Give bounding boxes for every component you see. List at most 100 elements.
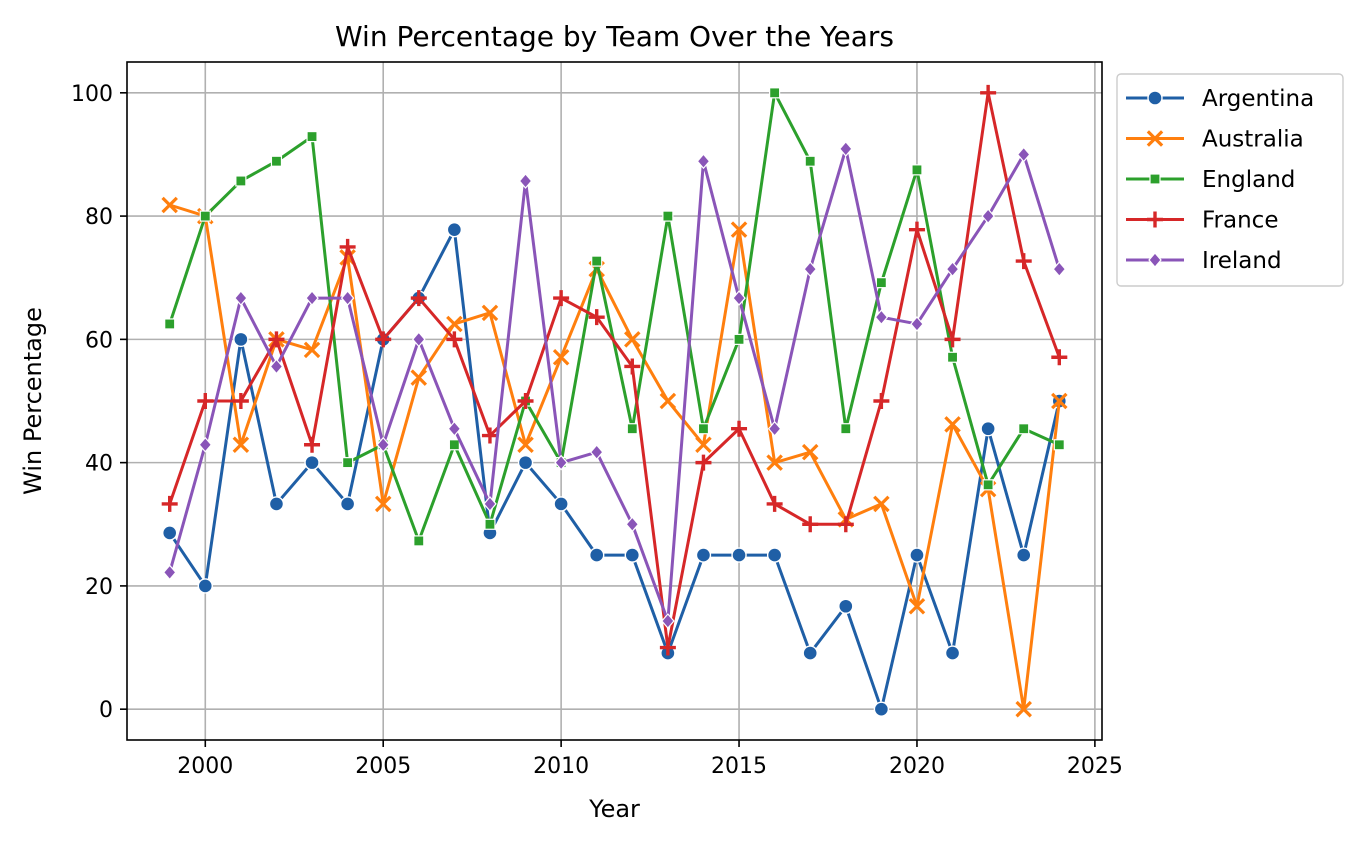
data-point-england xyxy=(591,255,603,267)
data-point-england xyxy=(662,210,674,222)
data-point-france xyxy=(908,221,925,238)
data-point-ireland xyxy=(589,444,604,461)
data-point-france xyxy=(339,238,356,255)
data-point-ireland xyxy=(411,331,426,348)
data-point-france xyxy=(659,639,676,656)
data-point-france xyxy=(802,516,819,533)
y-tick-label: 100 xyxy=(71,82,113,107)
data-point-england xyxy=(946,351,959,363)
x-tick-label: 2010 xyxy=(533,754,589,779)
x-tick-label: 2020 xyxy=(889,754,945,779)
data-point-france xyxy=(446,331,463,348)
data-point-france xyxy=(232,393,249,409)
data-point-england xyxy=(270,155,283,167)
series-line-argentina xyxy=(168,228,1061,711)
data-point-argentina xyxy=(233,331,249,348)
data-point-argentina xyxy=(197,578,213,594)
legend-label: England xyxy=(1202,167,1295,193)
data-point-england xyxy=(804,155,816,167)
plot-area-frame xyxy=(126,61,1103,741)
data-point-ireland xyxy=(340,290,355,306)
data-point-argentina xyxy=(553,496,569,512)
series-line-england xyxy=(168,91,1061,543)
data-point-argentina xyxy=(980,421,996,437)
legend-marker xyxy=(1149,173,1161,185)
x-tick-label: 2000 xyxy=(177,754,233,779)
data-point-argentina xyxy=(162,525,178,541)
legend-marker xyxy=(1148,252,1162,268)
legend-label: Ireland xyxy=(1202,248,1282,274)
series-ireland xyxy=(162,140,1067,629)
data-point-australia xyxy=(481,304,499,322)
data-point-australia xyxy=(232,436,250,454)
data-point-france xyxy=(731,420,748,437)
data-point-ireland xyxy=(269,358,284,375)
data-point-ireland xyxy=(839,140,853,157)
data-point-france xyxy=(1015,253,1032,270)
data-point-argentina xyxy=(873,701,890,717)
data-point-argentina xyxy=(589,547,605,563)
data-point-france xyxy=(410,290,427,307)
data-point-australia xyxy=(908,597,926,615)
data-point-france xyxy=(517,393,534,409)
data-point-australia xyxy=(659,392,677,410)
data-point-australia xyxy=(374,495,392,513)
data-point-argentina xyxy=(944,645,961,661)
data-point-australia xyxy=(766,454,783,471)
data-point-france xyxy=(304,436,321,453)
data-point-australia xyxy=(446,315,463,333)
data-point-england xyxy=(697,423,710,435)
data-point-ireland xyxy=(910,316,924,332)
data-point-france xyxy=(481,427,498,444)
data-point-argentina xyxy=(766,547,783,563)
data-point-australia xyxy=(730,221,748,238)
data-point-argentina xyxy=(624,547,640,563)
data-point-ireland xyxy=(554,454,568,471)
data-point-france xyxy=(695,454,712,471)
legend-item-australia: Australia xyxy=(1126,127,1304,153)
legend-marker xyxy=(1147,211,1163,228)
data-point-france xyxy=(553,290,570,307)
data-point-ireland xyxy=(981,208,995,225)
data-point-england xyxy=(769,87,781,99)
data-point-argentina xyxy=(731,547,747,563)
data-point-australia xyxy=(552,348,570,366)
legend-item-france: France xyxy=(1126,208,1278,234)
data-point-france xyxy=(268,331,285,348)
data-point-australia xyxy=(303,341,321,359)
legend-marker xyxy=(1146,130,1164,147)
data-point-france xyxy=(624,358,641,375)
data-point-australia xyxy=(1051,392,1068,410)
data-point-ireland xyxy=(447,420,462,437)
data-point-australia xyxy=(873,495,890,513)
data-point-england xyxy=(733,333,745,345)
data-point-england xyxy=(306,130,318,143)
data-point-ireland xyxy=(803,261,818,278)
data-point-ireland xyxy=(376,436,390,453)
data-point-argentina xyxy=(446,221,463,238)
axis-ticks: 2000 2005 2010 2015 2020 2025 0 20 40 60 80 100 xyxy=(71,82,1123,779)
data-point-england xyxy=(1053,439,1065,451)
legend-item-england: England xyxy=(1126,167,1295,193)
y-tick-label: 40 xyxy=(85,452,113,477)
data-point-england xyxy=(484,518,496,530)
legend-label: Argentina xyxy=(1202,86,1314,112)
legend-label: Australia xyxy=(1202,127,1304,153)
data-point-france xyxy=(766,495,783,512)
data-point-ireland xyxy=(661,613,675,629)
x-axis-label: Year xyxy=(588,795,640,823)
legend-label: France xyxy=(1202,208,1278,234)
data-point-england xyxy=(1018,423,1030,435)
data-point-england xyxy=(199,210,211,222)
data-point-argentina xyxy=(304,454,320,471)
data-point-australia xyxy=(517,436,534,454)
data-point-argentina xyxy=(517,454,534,471)
data-point-france xyxy=(197,393,214,409)
data-point-ireland xyxy=(625,516,640,533)
legend-item-argentina: Argentina xyxy=(1126,86,1314,112)
series-france xyxy=(161,84,1068,656)
data-point-france xyxy=(375,331,392,348)
data-point-france xyxy=(837,516,854,533)
data-point-australia xyxy=(624,331,641,348)
y-tick-label: 60 xyxy=(85,328,113,353)
